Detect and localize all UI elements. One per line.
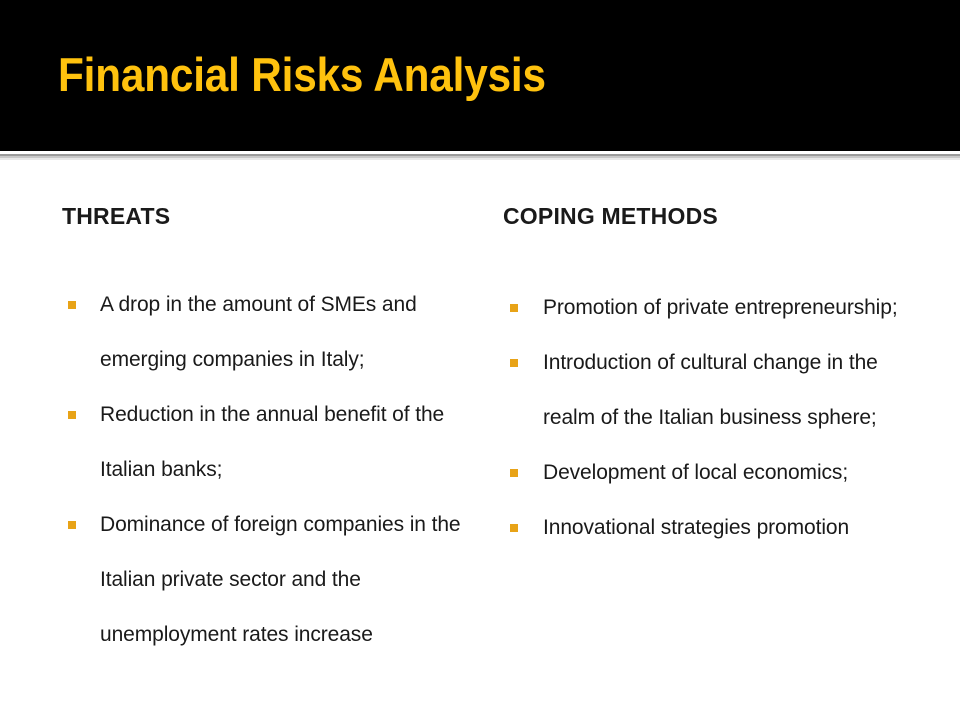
square-bullet-icon <box>510 469 518 477</box>
list-item-label: Development of local economics; <box>543 461 849 484</box>
divider-rule-light <box>0 158 960 160</box>
banner-divider <box>0 151 960 161</box>
column-heading-threats: THREATS <box>62 203 171 229</box>
threats-bullet-list: A drop in the amount of SMEs and emergin… <box>60 277 480 662</box>
title-banner: Financial Risks Analysis <box>0 0 960 151</box>
page-title: Financial Risks Analysis <box>58 48 546 101</box>
list-item: Reduction in the annual benefit of the I… <box>60 387 480 497</box>
list-item-label: Introduction of cultural change in the r… <box>543 351 878 429</box>
list-item: Development of local economics; <box>501 445 931 500</box>
divider-gap <box>0 151 960 154</box>
list-item: Dominance of foreign companies in the It… <box>60 497 480 662</box>
square-bullet-icon <box>68 521 76 529</box>
column-coping-methods: COPING METHODS Promotion of private entr… <box>501 161 931 555</box>
list-item-label: Reduction in the annual benefit of the I… <box>100 403 445 481</box>
divider-rule-dark <box>0 154 960 156</box>
square-bullet-icon <box>510 359 518 367</box>
square-bullet-icon <box>510 524 518 532</box>
divider-rule-mid <box>0 156 960 158</box>
list-item: Innovational strategies promotion <box>501 500 931 555</box>
list-item: Introduction of cultural change in the r… <box>501 335 931 445</box>
list-item-label: Dominance of foreign companies in the It… <box>100 513 461 646</box>
square-bullet-icon <box>510 304 518 312</box>
list-item: A drop in the amount of SMEs and emergin… <box>60 277 480 387</box>
square-bullet-icon <box>68 411 76 419</box>
square-bullet-icon <box>68 301 76 309</box>
list-item-label: Promotion of private entrepreneurship; <box>543 296 898 319</box>
list-item-label: Innovational strategies promotion <box>543 516 850 539</box>
column-heading-coping-methods: COPING METHODS <box>503 203 718 229</box>
slide-body: THREATS A drop in the amount of SMEs and… <box>0 161 960 720</box>
column-threats: THREATS A drop in the amount of SMEs and… <box>60 161 480 662</box>
list-item: Promotion of private entrepreneurship; <box>501 280 931 335</box>
coping-bullet-list: Promotion of private entrepreneurship; I… <box>501 280 931 555</box>
list-item-label: A drop in the amount of SMEs and emergin… <box>100 293 417 371</box>
